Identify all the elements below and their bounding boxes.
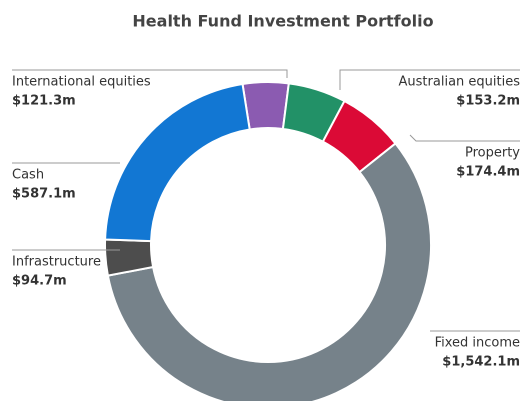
leader-line <box>12 69 288 78</box>
slice-value: $587.1m <box>12 187 76 202</box>
slice-label: International equities <box>12 75 151 90</box>
slice <box>104 82 251 243</box>
donut <box>104 81 432 401</box>
chart-title: Health Fund Investment Portfolio <box>132 12 433 31</box>
leader-line <box>409 134 520 142</box>
slice-label: Infrastructure <box>12 255 101 270</box>
leader-line <box>339 69 520 90</box>
slice-value: $121.3m <box>12 94 76 109</box>
slice-label: Australian equities <box>399 75 521 90</box>
slice-label: Property <box>465 146 520 161</box>
slice <box>106 142 432 401</box>
slice-value: $174.4m <box>456 165 520 180</box>
slice-value: $94.7m <box>12 274 67 289</box>
slice-value: $1,542.1m <box>442 355 520 370</box>
slice-value: $153.2m <box>456 94 520 109</box>
labels: International equities $121.3m Australian … <box>12 69 521 370</box>
slice-label: Fixed income <box>435 336 520 351</box>
slice-label: Cash <box>12 168 44 183</box>
